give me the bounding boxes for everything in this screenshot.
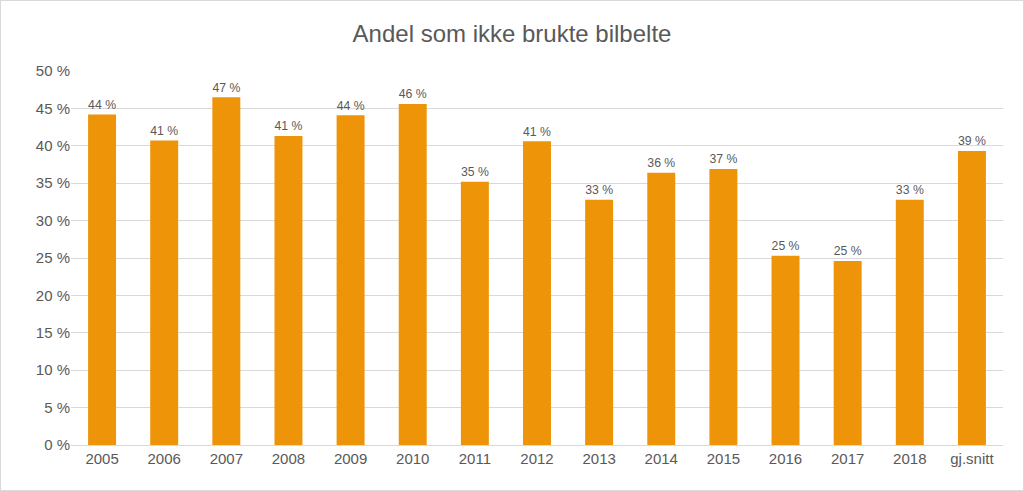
svg-text:30 %: 30 % — [36, 212, 70, 229]
svg-text:2013: 2013 — [582, 450, 615, 467]
svg-text:10 %: 10 % — [36, 361, 70, 378]
svg-text:2017: 2017 — [831, 450, 864, 467]
svg-text:41 %: 41 % — [150, 124, 178, 138]
svg-text:33 %: 33 % — [585, 183, 613, 197]
svg-text:46 %: 46 % — [399, 87, 427, 101]
svg-text:2006: 2006 — [148, 450, 181, 467]
svg-text:2007: 2007 — [210, 450, 243, 467]
svg-text:2016: 2016 — [769, 450, 802, 467]
svg-text:36 %: 36 % — [647, 156, 675, 170]
svg-text:44 %: 44 % — [88, 98, 116, 112]
svg-text:5 %: 5 % — [44, 399, 70, 416]
svg-text:40 %: 40 % — [36, 137, 70, 154]
svg-text:39 %: 39 % — [958, 134, 986, 148]
svg-text:20 %: 20 % — [36, 287, 70, 304]
svg-text:gj.snitt: gj.snitt — [950, 450, 994, 467]
svg-text:41 %: 41 % — [523, 125, 551, 139]
svg-text:2018: 2018 — [893, 450, 926, 467]
svg-text:37 %: 37 % — [709, 152, 737, 166]
svg-text:2011: 2011 — [459, 450, 491, 467]
svg-text:25 %: 25 % — [834, 244, 862, 258]
svg-text:35 %: 35 % — [461, 165, 489, 179]
svg-text:2012: 2012 — [520, 450, 553, 467]
svg-text:2015: 2015 — [707, 450, 740, 467]
svg-text:50 %: 50 % — [36, 62, 70, 79]
svg-text:44 %: 44 % — [337, 99, 365, 113]
svg-text:25 %: 25 % — [772, 239, 800, 253]
svg-text:2010: 2010 — [396, 450, 429, 467]
svg-text:2009: 2009 — [334, 450, 367, 467]
svg-text:Andel som ikke brukte bilbelte: Andel som ikke brukte bilbelte — [353, 20, 672, 47]
svg-text:47 %: 47 % — [212, 81, 240, 95]
svg-text:25 %: 25 % — [36, 249, 70, 266]
svg-text:33 %: 33 % — [896, 183, 924, 197]
svg-text:15 %: 15 % — [36, 324, 70, 341]
svg-text:41 %: 41 % — [275, 119, 303, 133]
svg-text:2008: 2008 — [272, 450, 305, 467]
svg-text:2005: 2005 — [85, 450, 118, 467]
svg-text:45 %: 45 % — [36, 100, 70, 117]
svg-text:2014: 2014 — [645, 450, 678, 467]
svg-text:35 %: 35 % — [36, 174, 70, 191]
svg-text:0 %: 0 % — [44, 436, 70, 453]
